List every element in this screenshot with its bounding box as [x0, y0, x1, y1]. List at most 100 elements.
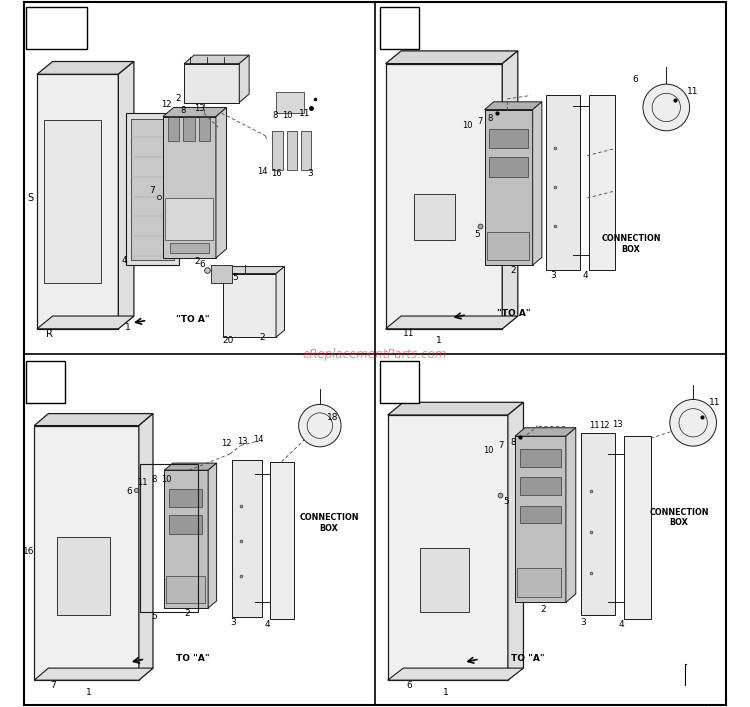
Text: 13: 13 — [238, 438, 248, 446]
Polygon shape — [386, 64, 502, 329]
Polygon shape — [386, 316, 518, 329]
Bar — [489, 157, 528, 177]
Bar — [520, 449, 561, 467]
Text: 8: 8 — [488, 115, 493, 123]
Text: 2: 2 — [541, 605, 546, 614]
Text: 1: 1 — [86, 689, 92, 697]
Text: 13: 13 — [194, 104, 205, 112]
Polygon shape — [209, 463, 217, 608]
Text: 5: 5 — [503, 498, 509, 506]
Bar — [26, 7, 86, 49]
Bar — [686, 665, 727, 705]
Polygon shape — [566, 428, 576, 602]
Text: 11: 11 — [298, 109, 310, 117]
Bar — [199, 117, 210, 141]
Text: 16: 16 — [22, 547, 34, 556]
Bar — [169, 515, 202, 534]
Bar — [520, 506, 561, 523]
Text: "TO A": "TO A" — [176, 315, 209, 324]
Bar — [26, 361, 65, 403]
Text: 1: 1 — [124, 323, 130, 332]
Text: 11: 11 — [589, 421, 599, 430]
Bar — [414, 194, 455, 240]
Text: 7: 7 — [149, 187, 155, 195]
Text: 20: 20 — [222, 337, 234, 345]
Text: 11: 11 — [709, 399, 720, 407]
Polygon shape — [276, 267, 284, 337]
Text: 2: 2 — [184, 609, 190, 618]
Bar — [589, 95, 616, 270]
Bar — [169, 489, 202, 507]
Polygon shape — [515, 436, 566, 602]
Text: CONNECTION
BOX: CONNECTION BOX — [299, 513, 358, 533]
Polygon shape — [34, 668, 153, 680]
Bar — [211, 265, 232, 283]
Text: 3: 3 — [231, 618, 236, 626]
Text: 10: 10 — [161, 475, 172, 484]
Text: 13: 13 — [612, 420, 622, 428]
Text: 1: 1 — [442, 689, 448, 697]
Text: 8: 8 — [272, 112, 278, 120]
Text: 3: 3 — [580, 618, 586, 626]
Bar — [184, 117, 195, 141]
Bar — [131, 119, 173, 260]
Polygon shape — [139, 414, 153, 680]
Polygon shape — [515, 428, 576, 436]
Circle shape — [670, 399, 716, 446]
Text: JG: JG — [393, 377, 406, 387]
Bar — [272, 131, 283, 170]
Text: 7: 7 — [50, 682, 56, 690]
Bar — [520, 477, 561, 495]
Circle shape — [643, 84, 689, 131]
Bar — [57, 537, 110, 615]
Bar — [126, 113, 179, 265]
Polygon shape — [163, 117, 216, 258]
Text: KG: KG — [392, 23, 408, 33]
Polygon shape — [164, 463, 217, 470]
Polygon shape — [216, 107, 226, 258]
Text: 2: 2 — [510, 266, 516, 274]
Text: 2: 2 — [259, 333, 265, 341]
Polygon shape — [184, 64, 239, 103]
Text: CONNECTION
BOX: CONNECTION BOX — [602, 234, 661, 254]
Bar — [380, 361, 419, 403]
Polygon shape — [503, 51, 518, 329]
Polygon shape — [34, 426, 139, 680]
Text: 4: 4 — [265, 620, 270, 629]
Polygon shape — [37, 62, 134, 74]
Bar — [301, 131, 311, 170]
Polygon shape — [164, 470, 209, 608]
Text: 4: 4 — [618, 621, 624, 629]
Bar — [270, 462, 294, 619]
Text: 10: 10 — [483, 446, 494, 455]
Bar — [624, 436, 651, 619]
Polygon shape — [118, 62, 134, 329]
Bar — [165, 198, 213, 240]
Text: 3: 3 — [307, 169, 313, 177]
Bar — [232, 460, 262, 617]
Polygon shape — [388, 415, 508, 680]
Text: 1: 1 — [436, 337, 442, 345]
Text: 6: 6 — [126, 487, 132, 496]
Text: 6: 6 — [632, 75, 638, 83]
Text: 7: 7 — [498, 441, 503, 450]
Circle shape — [298, 404, 341, 447]
Text: eReplacementParts.com: eReplacementParts.com — [303, 348, 447, 361]
Polygon shape — [223, 267, 284, 274]
Text: 5: 5 — [232, 273, 238, 281]
Polygon shape — [532, 102, 542, 265]
Text: 6: 6 — [406, 682, 412, 690]
Text: 5: 5 — [475, 230, 481, 239]
Polygon shape — [484, 102, 542, 110]
Bar — [140, 464, 198, 612]
Polygon shape — [34, 414, 153, 426]
Bar — [517, 568, 561, 597]
Polygon shape — [508, 402, 524, 680]
Text: 11: 11 — [404, 329, 415, 338]
Bar — [286, 131, 297, 170]
Text: 12: 12 — [221, 440, 232, 448]
Polygon shape — [388, 402, 524, 415]
Bar — [168, 117, 179, 141]
Text: 2: 2 — [176, 95, 181, 103]
Text: 11: 11 — [137, 478, 148, 486]
